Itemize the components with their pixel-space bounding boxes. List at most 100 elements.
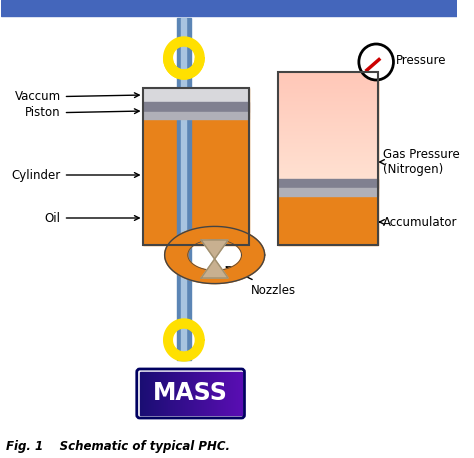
Bar: [278, 141, 378, 142]
Bar: [236, 372, 237, 415]
Bar: [144, 88, 249, 245]
Bar: [278, 174, 378, 175]
Bar: [278, 188, 378, 196]
Bar: [278, 77, 378, 78]
Bar: [278, 72, 378, 73]
Bar: [278, 169, 378, 170]
Bar: [200, 372, 201, 415]
Bar: [179, 372, 180, 415]
Bar: [278, 126, 378, 127]
Bar: [278, 137, 378, 138]
Bar: [178, 372, 179, 415]
Text: Vaccum: Vaccum: [15, 91, 139, 104]
Bar: [196, 372, 197, 415]
Bar: [155, 372, 156, 415]
Bar: [278, 93, 378, 94]
Text: Piston: Piston: [25, 107, 139, 120]
Bar: [207, 372, 208, 415]
Bar: [278, 127, 378, 128]
Bar: [162, 372, 163, 415]
Bar: [150, 372, 151, 415]
Bar: [278, 178, 378, 179]
Bar: [278, 103, 378, 104]
Bar: [278, 161, 378, 162]
Bar: [225, 372, 226, 415]
Bar: [198, 372, 199, 415]
Bar: [231, 372, 232, 415]
Bar: [278, 139, 378, 140]
Bar: [163, 372, 164, 415]
Text: Nozzles: Nozzles: [226, 267, 296, 296]
Bar: [278, 102, 378, 103]
Bar: [144, 88, 249, 102]
Bar: [278, 170, 378, 171]
Bar: [233, 372, 234, 415]
Bar: [278, 136, 378, 137]
Bar: [208, 372, 209, 415]
Bar: [212, 372, 213, 415]
Bar: [278, 177, 378, 178]
Bar: [278, 153, 378, 154]
Bar: [278, 90, 378, 91]
Bar: [144, 102, 249, 112]
Bar: [241, 372, 242, 415]
Bar: [142, 372, 143, 415]
Bar: [221, 372, 222, 415]
Bar: [278, 140, 378, 141]
Bar: [278, 176, 378, 177]
Bar: [157, 372, 158, 415]
Bar: [278, 118, 378, 119]
Bar: [1, 0, 457, 16]
Bar: [278, 175, 378, 176]
Bar: [278, 92, 378, 93]
Text: Accumulator: Accumulator: [380, 216, 457, 229]
Bar: [189, 372, 190, 415]
Bar: [278, 125, 378, 126]
Bar: [278, 95, 378, 96]
Bar: [278, 114, 378, 115]
Bar: [229, 372, 230, 415]
Text: Cylinder: Cylinder: [11, 169, 139, 181]
Bar: [278, 83, 378, 84]
Bar: [211, 372, 212, 415]
Bar: [227, 372, 228, 415]
Bar: [180, 372, 181, 415]
Bar: [278, 122, 378, 123]
Bar: [193, 372, 194, 415]
Bar: [278, 131, 378, 132]
Bar: [278, 124, 378, 125]
Bar: [188, 372, 189, 415]
Bar: [278, 138, 378, 139]
Bar: [156, 372, 157, 415]
Bar: [152, 372, 153, 415]
Bar: [278, 115, 378, 116]
Bar: [278, 158, 378, 159]
Bar: [278, 129, 378, 130]
Bar: [278, 85, 378, 86]
Bar: [166, 372, 167, 415]
Bar: [141, 372, 142, 415]
Bar: [184, 372, 185, 415]
Bar: [278, 81, 378, 82]
Bar: [214, 372, 215, 415]
Bar: [181, 18, 186, 360]
Bar: [278, 128, 378, 129]
Bar: [278, 146, 378, 147]
Bar: [167, 372, 168, 415]
Bar: [278, 179, 378, 188]
Bar: [181, 372, 182, 415]
Bar: [278, 107, 378, 108]
Bar: [278, 91, 378, 92]
Bar: [278, 101, 378, 102]
Bar: [278, 73, 378, 74]
Bar: [278, 75, 378, 76]
Bar: [201, 372, 202, 415]
Bar: [278, 111, 378, 112]
Bar: [238, 372, 239, 415]
Bar: [234, 372, 235, 415]
Bar: [190, 372, 191, 415]
Bar: [210, 372, 211, 415]
Bar: [278, 143, 378, 144]
Bar: [278, 121, 378, 122]
Bar: [240, 372, 241, 415]
